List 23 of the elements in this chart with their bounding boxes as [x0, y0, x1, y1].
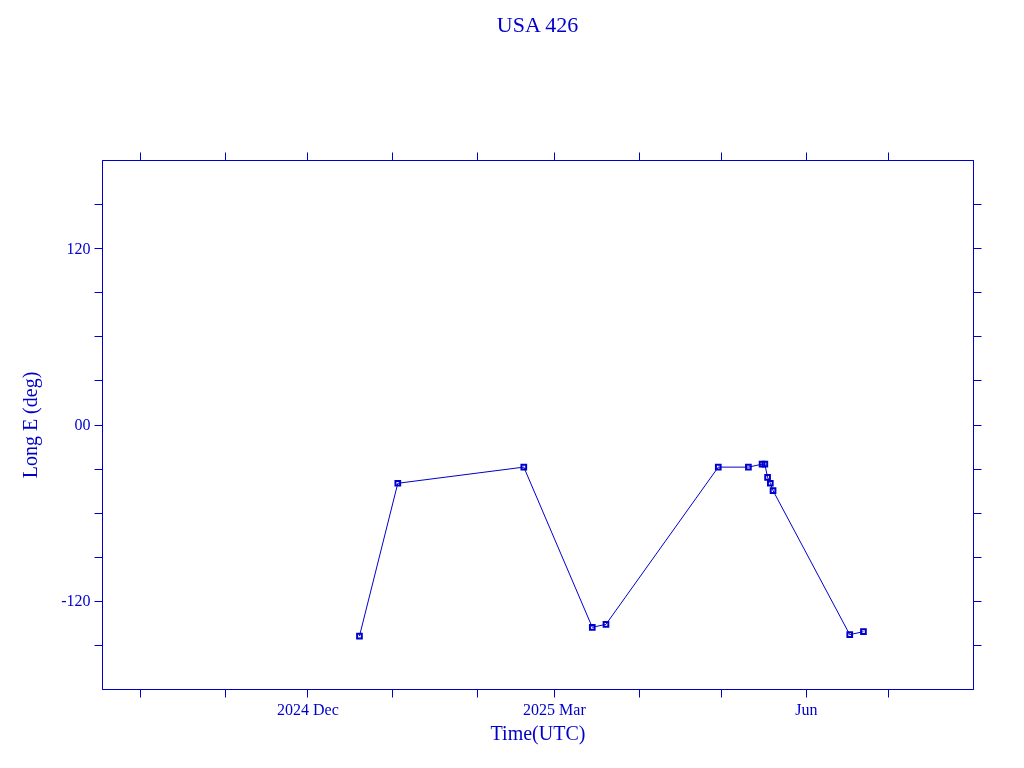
point — [758, 460, 766, 468]
y-tick-label: -120 — [61, 592, 91, 610]
point — [769, 487, 777, 494]
x-axis-title: Time(UTC) — [490, 721, 586, 745]
point — [394, 479, 402, 487]
y-tick-label: 120 — [66, 239, 91, 257]
x-tick-label: Jun — [795, 700, 818, 718]
point — [588, 623, 596, 631]
point — [764, 474, 771, 481]
point — [846, 631, 854, 638]
x-tick-label: 2024 Dec — [277, 700, 339, 718]
x-tick-label: 2025 Mar — [523, 700, 587, 718]
chart-title: USA 426 — [496, 11, 579, 37]
y-tick-label: 00 — [74, 416, 91, 433]
point — [860, 628, 867, 636]
point — [714, 463, 722, 471]
point — [356, 632, 363, 640]
point — [602, 621, 610, 628]
y-axis-title: Long E (deg) — [19, 371, 43, 479]
point — [766, 479, 774, 487]
point — [761, 460, 769, 468]
point — [520, 463, 528, 471]
point — [745, 463, 752, 471]
